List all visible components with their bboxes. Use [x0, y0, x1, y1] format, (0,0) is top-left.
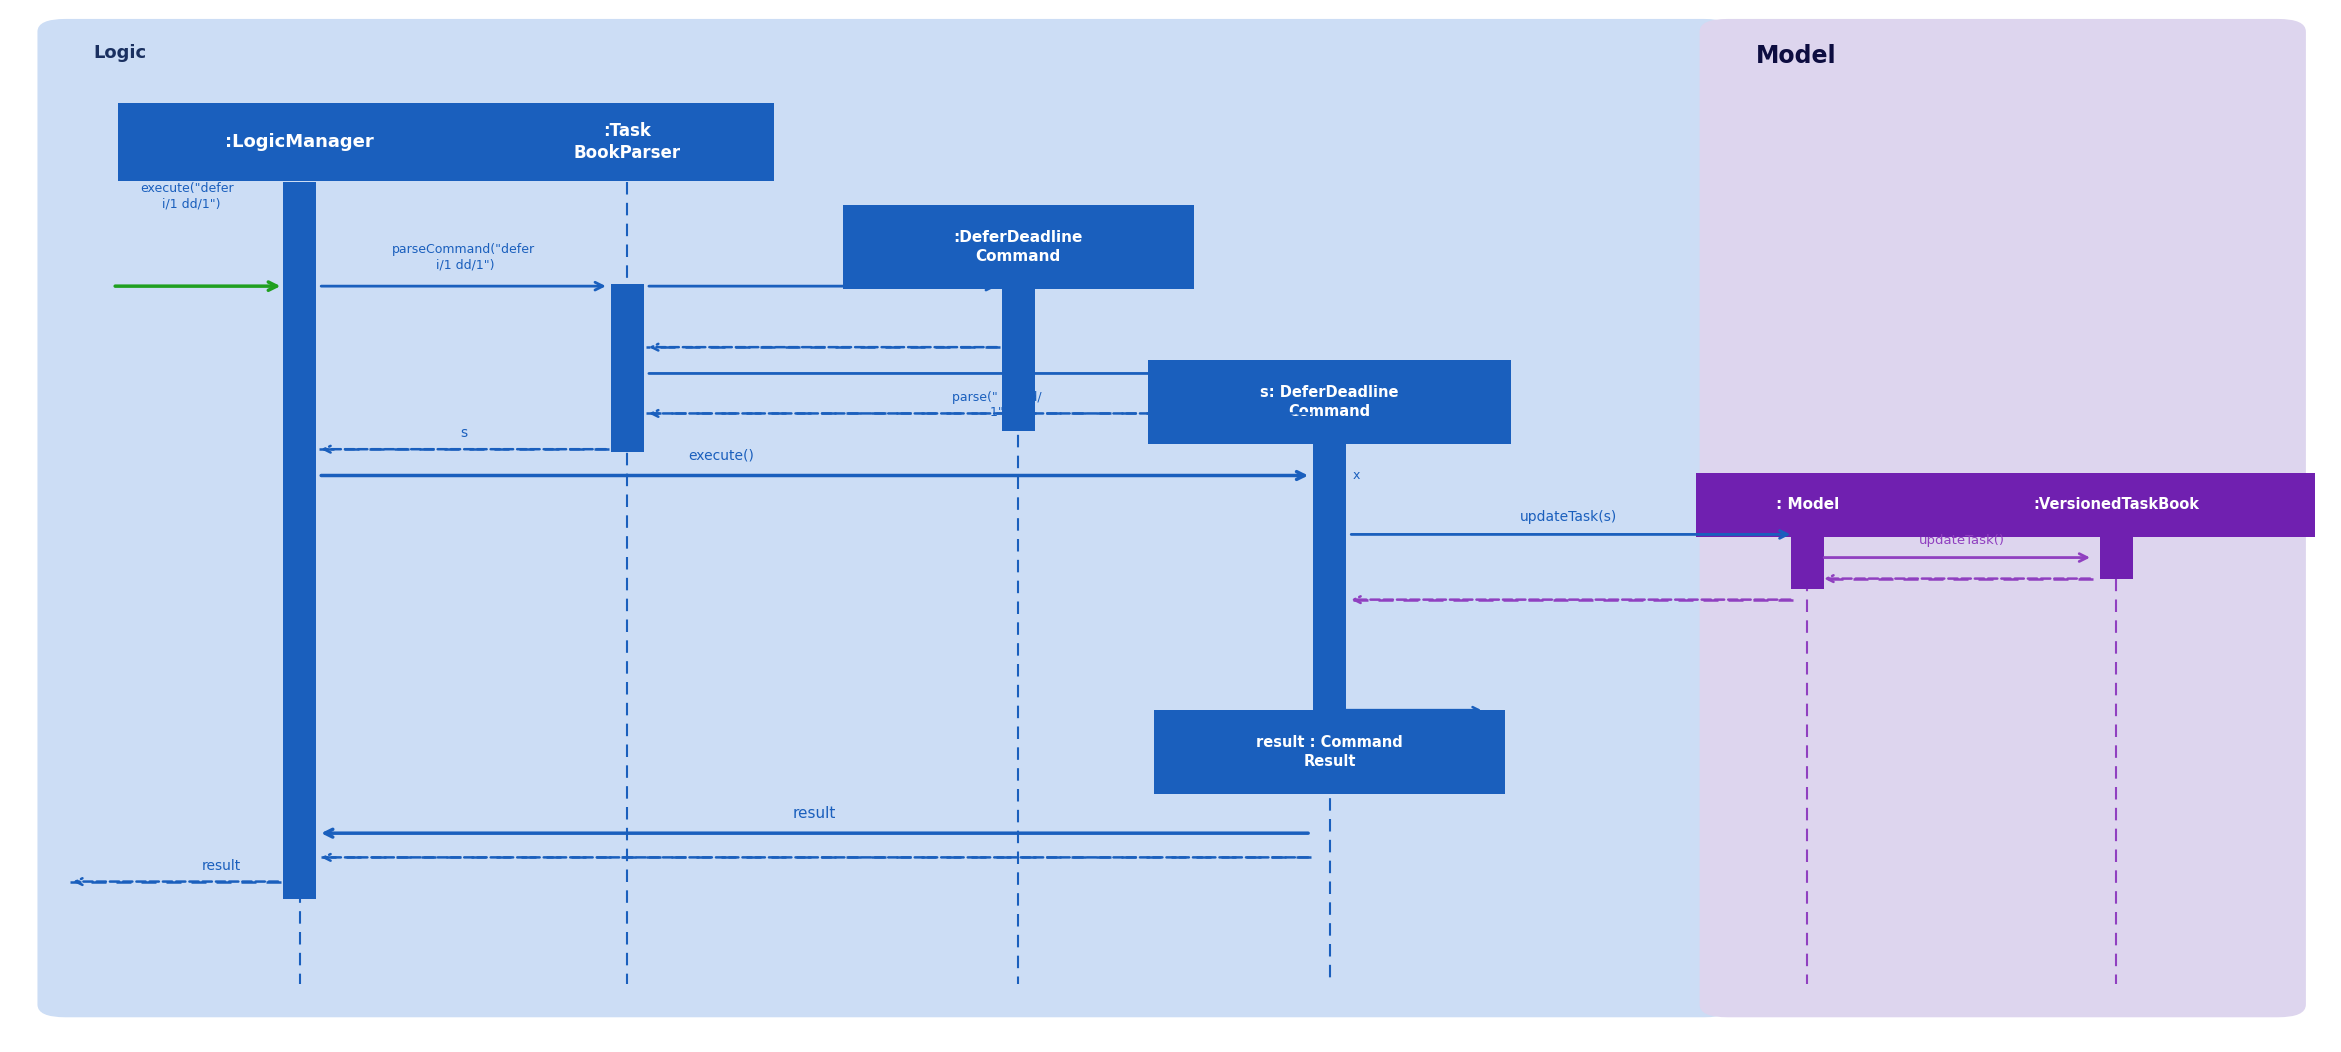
Text: Model: Model	[1756, 44, 1835, 68]
FancyBboxPatch shape	[117, 103, 482, 181]
FancyBboxPatch shape	[1697, 473, 1920, 537]
Text: :VersionedTaskBook: :VersionedTaskBook	[2034, 498, 2198, 512]
Text: :DeferDeadline
Command: :DeferDeadline Command	[953, 230, 1084, 264]
Text: result : Command
Result: result : Command Result	[1257, 735, 1402, 769]
Text: Logic: Logic	[94, 44, 147, 62]
Bar	[1002, 289, 1035, 431]
Text: :Task
BookParser: :Task BookParser	[574, 122, 681, 162]
FancyBboxPatch shape	[1700, 19, 2306, 1017]
Text: s: s	[459, 426, 468, 440]
Text: result: result	[201, 859, 241, 873]
Text: s: DeferDeadline
Command: s: DeferDeadline Command	[1259, 385, 1400, 419]
Text: : Model: : Model	[1774, 498, 1840, 512]
Text: execute("defer
  i/1 dd/1"): execute("defer i/1 dd/1")	[140, 182, 234, 210]
Bar	[1313, 442, 1346, 726]
Text: updateTask(s): updateTask(s)	[1519, 510, 1618, 524]
Text: execute(): execute()	[688, 449, 754, 463]
Text: parse(" i/1 dd/
 1"): parse(" i/1 dd/ 1")	[953, 391, 1042, 420]
Text: parseCommand("defer
 i/1 dd/1"): parseCommand("defer i/1 dd/1")	[391, 243, 536, 271]
Bar	[611, 284, 644, 452]
FancyBboxPatch shape	[1147, 360, 1512, 444]
Text: x: x	[1353, 469, 1360, 482]
Text: :LogicManager: :LogicManager	[225, 133, 375, 151]
FancyBboxPatch shape	[1154, 710, 1505, 794]
FancyBboxPatch shape	[1917, 473, 2315, 537]
FancyBboxPatch shape	[843, 205, 1194, 289]
Bar	[2100, 537, 2133, 579]
FancyBboxPatch shape	[482, 103, 773, 181]
Bar	[283, 182, 316, 899]
FancyBboxPatch shape	[37, 19, 1732, 1017]
Text: result: result	[794, 806, 836, 821]
Bar	[1791, 537, 1824, 589]
Text: updateTask(): updateTask()	[1920, 534, 2004, 547]
